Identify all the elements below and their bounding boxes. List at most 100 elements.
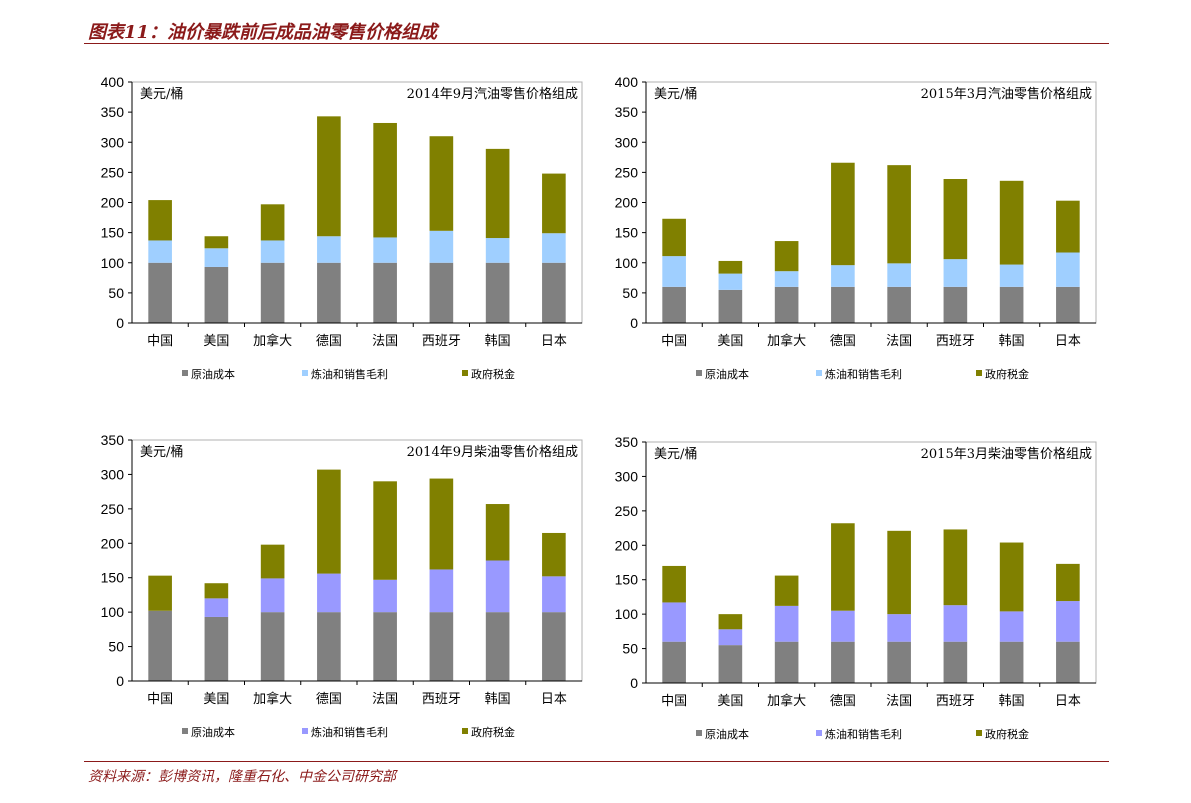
bar-segment-s2-c6 bbox=[999, 180, 1024, 265]
bar-segment-s1-c5 bbox=[943, 259, 968, 287]
bar-segment-s1-c0 bbox=[662, 256, 686, 287]
x-tick-label: 法国 bbox=[372, 692, 398, 707]
bar-segment-s1-c1 bbox=[204, 598, 229, 617]
bar-segment-s2-c0 bbox=[662, 218, 686, 257]
y-tick-label: 150 bbox=[615, 225, 639, 241]
x-tick-label: 德国 bbox=[830, 334, 856, 349]
x-tick-label: 韩国 bbox=[485, 692, 511, 707]
y-axis-label: 美元/桶 bbox=[140, 87, 183, 102]
bar-segment-s0-c4 bbox=[373, 612, 397, 681]
bar-segment-s1-c4 bbox=[887, 614, 911, 642]
bar-segment-s0-c3 bbox=[317, 612, 341, 681]
bar-segment-s2-c1 bbox=[718, 260, 743, 274]
x-tick-label: 法国 bbox=[372, 334, 398, 349]
plot-frame bbox=[645, 81, 1097, 324]
y-tick-label: 250 bbox=[101, 501, 125, 517]
bar-segment-s2-c2 bbox=[774, 241, 799, 272]
bar-segment-s2-c7 bbox=[1056, 200, 1080, 253]
y-tick-label: 400 bbox=[615, 74, 639, 90]
x-tick-label: 西班牙 bbox=[936, 694, 975, 709]
bar-segment-s1-c2 bbox=[774, 605, 799, 642]
y-tick-label: 100 bbox=[101, 604, 125, 620]
y-tick-label: 100 bbox=[101, 255, 125, 271]
legend-swatch bbox=[816, 370, 822, 376]
bar-segment-s2-c4 bbox=[373, 481, 397, 580]
bar-segment-s1-c7 bbox=[542, 576, 566, 613]
bar-segment-s0-c0 bbox=[662, 286, 686, 323]
bar-segment-s0-c6 bbox=[485, 612, 510, 681]
bar-segment-s2-c3 bbox=[831, 523, 855, 611]
bar-segment-s0-c1 bbox=[204, 616, 229, 681]
x-tick-label: 日本 bbox=[541, 334, 567, 349]
legend-swatch bbox=[182, 728, 188, 734]
x-tick-label: 中国 bbox=[661, 694, 687, 709]
bar-segment-s2-c1 bbox=[204, 583, 229, 599]
bar-segment-s2-c6 bbox=[485, 148, 510, 239]
x-tick-label: 西班牙 bbox=[422, 334, 461, 349]
legend-label: 政府税金 bbox=[471, 367, 515, 381]
bar-segment-s2-c5 bbox=[429, 478, 454, 570]
legend-swatch bbox=[462, 370, 468, 376]
y-tick-label: 250 bbox=[101, 164, 125, 180]
bar-segment-s1-c2 bbox=[260, 578, 285, 613]
bar-segment-s2-c4 bbox=[887, 165, 911, 264]
legend-swatch bbox=[302, 728, 308, 734]
plot-frame bbox=[131, 439, 583, 682]
bar-segment-s1-c0 bbox=[662, 602, 686, 642]
bar-segment-s2-c0 bbox=[148, 200, 172, 241]
x-tick-label: 美国 bbox=[203, 692, 229, 707]
y-tick-label: 50 bbox=[108, 639, 124, 655]
bar-segment-s0-c6 bbox=[999, 641, 1024, 683]
bar-segment-s2-c7 bbox=[542, 173, 566, 234]
bar-segment-s0-c3 bbox=[317, 262, 341, 323]
bar-segment-s1-c4 bbox=[373, 237, 397, 263]
x-tick-label: 日本 bbox=[1055, 334, 1081, 349]
y-tick-label: 250 bbox=[615, 164, 639, 180]
x-tick-label: 加拿大 bbox=[253, 691, 292, 707]
y-tick-label: 350 bbox=[101, 432, 125, 448]
legend-swatch bbox=[976, 370, 982, 376]
bar-segment-s1-c7 bbox=[1056, 601, 1080, 642]
x-tick-label: 德国 bbox=[316, 692, 342, 707]
bar-segment-s1-c5 bbox=[429, 569, 454, 613]
y-tick-label: 150 bbox=[101, 570, 125, 586]
y-tick-label: 350 bbox=[615, 104, 639, 120]
y-tick-label: 100 bbox=[615, 606, 639, 622]
bar-segment-s0-c0 bbox=[148, 262, 172, 323]
bar-segment-s1-c5 bbox=[943, 605, 968, 642]
bar-segment-s1-c1 bbox=[718, 629, 743, 646]
source-rule bbox=[84, 761, 1109, 762]
bar-segment-s2-c5 bbox=[943, 179, 968, 260]
bar-segment-s2-c3 bbox=[317, 469, 341, 574]
y-tick-label: 0 bbox=[116, 673, 124, 689]
x-tick-label: 西班牙 bbox=[422, 692, 461, 707]
legend-label: 政府税金 bbox=[985, 367, 1029, 381]
y-tick-label: 50 bbox=[108, 285, 124, 301]
plot-frame bbox=[131, 81, 583, 324]
bar-segment-s2-c4 bbox=[373, 122, 397, 238]
legend-label: 原油成本 bbox=[705, 367, 749, 381]
x-tick-label: 法国 bbox=[886, 334, 912, 349]
bar-segment-s2-c3 bbox=[317, 116, 341, 237]
bar-segment-s1-c4 bbox=[887, 263, 911, 287]
bar-segment-s1-c2 bbox=[260, 240, 285, 263]
bar-segment-s2-c7 bbox=[1056, 563, 1080, 602]
title-rule bbox=[84, 43, 1109, 44]
bar-segment-s2-c2 bbox=[774, 575, 799, 606]
legend-label: 原油成本 bbox=[191, 725, 235, 739]
bar-segment-s0-c6 bbox=[999, 286, 1024, 323]
legend-label: 政府税金 bbox=[471, 725, 515, 739]
bar-segment-s0-c3 bbox=[831, 641, 855, 683]
x-tick-label: 加拿大 bbox=[253, 333, 292, 349]
bar-segment-s2-c5 bbox=[429, 136, 454, 231]
bar-segment-s0-c7 bbox=[542, 612, 566, 681]
bar-segment-s2-c0 bbox=[662, 565, 686, 603]
legend-swatch bbox=[816, 730, 822, 736]
bar-segment-s2-c2 bbox=[260, 204, 285, 241]
bar-segment-s0-c4 bbox=[887, 286, 911, 323]
x-tick-label: 韩国 bbox=[485, 334, 511, 349]
bar-segment-s2-c6 bbox=[485, 504, 510, 561]
chart-title: 2014年9月柴油零售价格组成 bbox=[407, 444, 578, 460]
bar-segment-s1-c7 bbox=[1056, 252, 1080, 287]
bar-segment-s2-c6 bbox=[999, 542, 1024, 612]
